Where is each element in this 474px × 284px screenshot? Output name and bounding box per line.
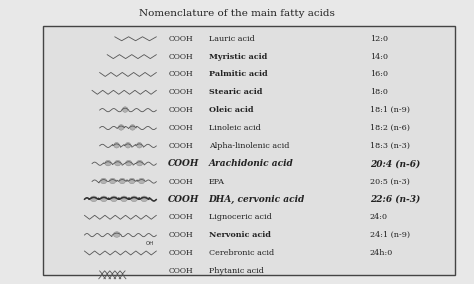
- Text: EPA: EPA: [209, 178, 225, 185]
- Text: 18:3 (n-3): 18:3 (n-3): [370, 142, 410, 150]
- Ellipse shape: [109, 178, 116, 184]
- Ellipse shape: [120, 196, 128, 202]
- Text: COOH: COOH: [168, 70, 193, 78]
- Text: 24:0: 24:0: [370, 213, 388, 221]
- Ellipse shape: [118, 125, 124, 130]
- Text: COOH: COOH: [168, 231, 193, 239]
- Text: Stearic acid: Stearic acid: [209, 88, 262, 96]
- Ellipse shape: [113, 232, 120, 237]
- Text: COOH: COOH: [168, 213, 193, 221]
- Ellipse shape: [100, 196, 107, 202]
- Text: Cerebronic acid: Cerebronic acid: [209, 249, 273, 257]
- Ellipse shape: [130, 196, 137, 202]
- Ellipse shape: [125, 143, 131, 148]
- Text: COOH: COOH: [168, 124, 193, 132]
- Ellipse shape: [130, 125, 135, 130]
- Text: COOH: COOH: [168, 249, 193, 257]
- Text: Phytanic acid: Phytanic acid: [209, 267, 264, 275]
- Text: Myristic acid: Myristic acid: [209, 53, 267, 60]
- Text: 20:4 (n-6): 20:4 (n-6): [370, 159, 420, 168]
- Ellipse shape: [100, 178, 107, 184]
- Text: 14:0: 14:0: [370, 53, 388, 60]
- Text: COOH: COOH: [168, 35, 193, 43]
- Text: COOH: COOH: [168, 53, 193, 60]
- Ellipse shape: [137, 143, 142, 148]
- Text: COOH: COOH: [168, 106, 193, 114]
- Ellipse shape: [122, 107, 128, 112]
- Text: 18:0: 18:0: [370, 88, 388, 96]
- Ellipse shape: [137, 160, 143, 166]
- Text: DHA, cervonic acid: DHA, cervonic acid: [209, 195, 305, 204]
- Text: Nomenclature of the main fatty acids: Nomenclature of the main fatty acids: [139, 9, 335, 18]
- Text: Palmitic acid: Palmitic acid: [209, 70, 267, 78]
- Text: Alpha-linolenic acid: Alpha-linolenic acid: [209, 142, 289, 150]
- Text: COOH: COOH: [168, 159, 200, 168]
- Text: Arachidonic acid: Arachidonic acid: [209, 159, 293, 168]
- Text: 24h:0: 24h:0: [370, 249, 393, 257]
- Text: 20:5 (n-3): 20:5 (n-3): [370, 178, 410, 185]
- Ellipse shape: [115, 160, 121, 166]
- Ellipse shape: [110, 196, 118, 202]
- Text: 22:6 (n-3): 22:6 (n-3): [370, 195, 420, 204]
- Text: COOH: COOH: [168, 195, 200, 204]
- Text: Oleic acid: Oleic acid: [209, 106, 253, 114]
- Ellipse shape: [90, 196, 97, 202]
- Ellipse shape: [119, 178, 126, 184]
- Text: Nervonic acid: Nervonic acid: [209, 231, 271, 239]
- Ellipse shape: [129, 178, 135, 184]
- FancyBboxPatch shape: [43, 26, 455, 275]
- Text: Lignoceric acid: Lignoceric acid: [209, 213, 271, 221]
- Text: COOH: COOH: [168, 142, 193, 150]
- Text: COOH: COOH: [168, 178, 193, 185]
- Text: COOH: COOH: [168, 267, 193, 275]
- Text: 24:1 (n-9): 24:1 (n-9): [370, 231, 410, 239]
- Text: Lauric acid: Lauric acid: [209, 35, 255, 43]
- Ellipse shape: [105, 160, 111, 166]
- Text: COOH: COOH: [168, 88, 193, 96]
- Ellipse shape: [138, 178, 145, 184]
- Text: 16:0: 16:0: [370, 70, 388, 78]
- Ellipse shape: [126, 160, 132, 166]
- Text: 18:1 (n-9): 18:1 (n-9): [370, 106, 410, 114]
- Text: 18:2 (n-6): 18:2 (n-6): [370, 124, 410, 132]
- Ellipse shape: [141, 196, 148, 202]
- Ellipse shape: [114, 143, 119, 148]
- Text: OH: OH: [146, 241, 154, 246]
- Text: Linoleic acid: Linoleic acid: [209, 124, 260, 132]
- Text: 12:0: 12:0: [370, 35, 388, 43]
